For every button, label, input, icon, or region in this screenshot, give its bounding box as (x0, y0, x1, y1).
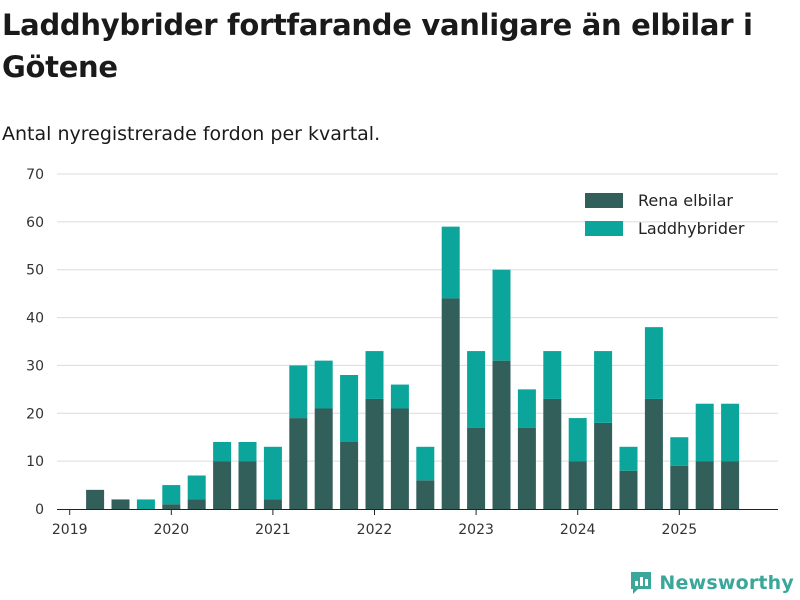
x-tick-label: 2020 (153, 522, 189, 538)
y-tick-label: 0 (35, 502, 44, 518)
bar-laddhybrider (314, 360, 333, 409)
bar-rena-elbilar (263, 499, 282, 509)
bar-rena-elbilar (289, 418, 308, 509)
legend: Rena elbilar Laddhybrider (585, 191, 745, 238)
bar-rena-elbilar (340, 442, 359, 509)
bar-laddhybrider (644, 327, 663, 399)
bar-rena-elbilar (543, 398, 562, 509)
x-tick-label: 2024 (560, 522, 596, 538)
bar-laddhybrider (619, 446, 638, 471)
bar-laddhybrider (721, 403, 740, 462)
legend-label: Laddhybrider (638, 219, 745, 238)
bar-laddhybrider (467, 351, 486, 428)
x-axis: 2019 2020 2021 2022 2023 2024 2025 (52, 509, 778, 538)
y-tick-label: 60 (26, 215, 44, 231)
x-tick-label: 2019 (52, 522, 88, 538)
bar-rena-elbilar (314, 408, 333, 509)
brand-name: Newsworthy (659, 572, 794, 594)
bar-laddhybrider (263, 446, 282, 500)
bar-rena-elbilar (86, 489, 105, 509)
y-tick-label: 70 (26, 167, 44, 183)
bar-rena-elbilar (390, 408, 409, 509)
bar-rena-elbilar (695, 461, 714, 509)
chart-subtitle: Antal nyregistrerade fordon per kvartal. (2, 123, 381, 145)
bar-rena-elbilar (670, 465, 689, 509)
y-tick-label: 30 (26, 358, 44, 374)
bar-laddhybrider (492, 269, 511, 361)
bar-rena-elbilar (594, 422, 613, 509)
bar-rena-elbilar (187, 499, 206, 509)
y-tick-label: 20 (26, 406, 44, 422)
bar-laddhybrider (136, 499, 155, 509)
y-tick-label: 40 (26, 311, 44, 327)
brand-logo: Newsworthy (629, 570, 794, 596)
x-tick-label: 2025 (661, 522, 697, 538)
bar-laddhybrider (568, 418, 587, 462)
bar-rena-elbilar (365, 398, 384, 509)
x-tick-label: 2022 (357, 522, 393, 538)
bar-laddhybrider (695, 403, 714, 462)
y-axis: 0 10 20 30 40 50 60 70 (26, 167, 44, 518)
newsworthy-logo-icon (631, 572, 652, 594)
bar-rena-elbilar (568, 461, 587, 509)
bar-laddhybrider (390, 384, 409, 409)
bar-laddhybrider (594, 351, 613, 423)
bar-laddhybrider (238, 442, 257, 462)
bar-rena-elbilar (721, 461, 740, 509)
bar-rena-elbilar (111, 499, 130, 509)
x-tick-label: 2021 (255, 522, 291, 538)
bar-rena-elbilar (619, 470, 638, 509)
bar-rena-elbilar (162, 504, 181, 509)
bar-laddhybrider (543, 351, 562, 399)
gridlines (57, 173, 778, 462)
bar-laddhybrider (670, 437, 689, 466)
bars (86, 226, 740, 509)
y-tick-label: 10 (26, 454, 44, 470)
bar-rena-elbilar (492, 360, 511, 509)
legend-swatch (585, 193, 623, 208)
bar-rena-elbilar (467, 427, 486, 509)
bar-rena-elbilar (517, 427, 536, 509)
bar-laddhybrider (187, 475, 206, 500)
bar-rena-elbilar (238, 461, 257, 509)
bar-laddhybrider (213, 442, 232, 462)
bar-laddhybrider (289, 365, 308, 419)
x-tick-label: 2023 (458, 522, 494, 538)
bar-rena-elbilar (441, 298, 460, 509)
bar-rena-elbilar (416, 480, 435, 509)
bar-laddhybrider (365, 351, 384, 399)
bar-laddhybrider (416, 446, 435, 481)
bar-rena-elbilar (213, 461, 232, 509)
legend-label: Rena elbilar (638, 191, 733, 210)
legend-swatch (585, 221, 623, 236)
bar-laddhybrider (162, 485, 181, 505)
y-tick-label: 50 (26, 263, 44, 279)
bar-laddhybrider (340, 375, 359, 442)
chart-title: Laddhybrider fortfarande vanligare än el… (2, 8, 753, 84)
bar-laddhybrider (441, 226, 460, 299)
bar-laddhybrider (517, 389, 536, 428)
bar-rena-elbilar (644, 398, 663, 509)
